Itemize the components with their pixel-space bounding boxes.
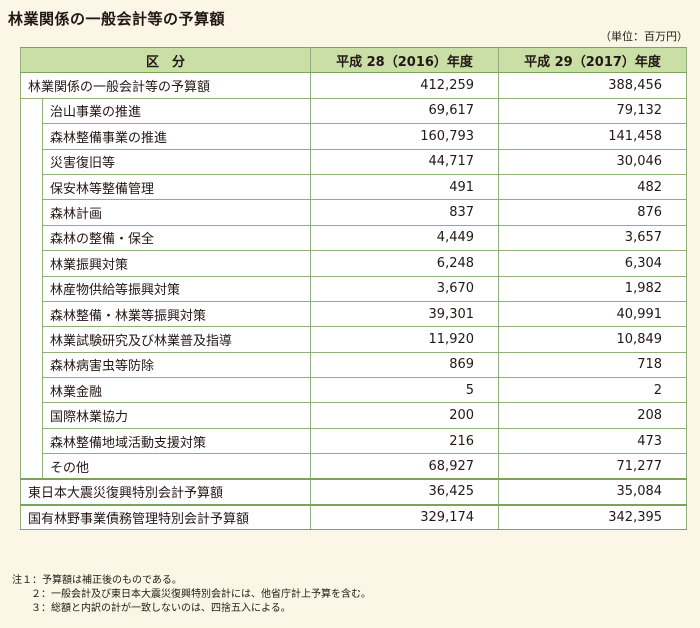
row-value-2016: 39,301	[310, 300, 500, 328]
row-label: 森林整備事業の推進	[41, 123, 312, 150]
row-value-2017: 876	[498, 199, 688, 226]
row-label: 森林病害虫等防除	[41, 351, 312, 379]
row-value-2016: 6,248	[310, 250, 500, 277]
row-value-2016: 68,927	[310, 453, 500, 480]
row-value-2017: 79,132	[498, 97, 688, 125]
table-row: 森林整備地域活動支援対策 216 473	[21, 427, 688, 455]
row-value-2017: 208	[498, 402, 688, 429]
row-value-2017: 482	[498, 173, 688, 201]
row-label: 災害復旧等	[41, 148, 312, 175]
row-label: 林業振興対策	[41, 250, 312, 277]
row-value-2016: 412,259	[310, 72, 500, 99]
footnote-2: ２：一般会計及び東日本大震災復興特別会計には、他省庁計上予算を含む。	[31, 589, 371, 600]
footnote-1: 注１：予算額は補正後のものである。	[12, 575, 182, 586]
row-value-2017: 35,084	[498, 478, 688, 506]
row-value-2016: 69,617	[310, 97, 500, 125]
row-value-2016: 44,717	[310, 148, 500, 175]
page-title: 林業関係の一般会計等の予算額	[8, 10, 226, 28]
row-label: 林業試験研究及び林業普及指導	[41, 326, 312, 353]
table-row-total: 林業関係の一般会計等の予算額 412,259 388,456	[19, 72, 688, 99]
row-value-2017: 6,304	[498, 250, 688, 277]
table-row: 保安林等整備管理 491 482	[21, 173, 688, 201]
row-value-2017: 40,991	[498, 300, 688, 328]
row-label: 森林整備・林業等振興対策	[41, 300, 312, 328]
row-value-2016: 200	[310, 402, 500, 429]
table-row: 林業金融 5 2	[21, 377, 688, 404]
row-value-2016: 3,670	[310, 275, 500, 302]
indent-cell	[20, 98, 43, 480]
row-value-2016: 869	[310, 351, 500, 379]
header-category: 区 分	[19, 46, 312, 74]
row-label: 森林計画	[41, 199, 312, 226]
table-row-special: 東日本大震災復興特別会計予算額 36,425 35,084	[19, 478, 688, 506]
row-value-2017: 30,046	[498, 148, 688, 175]
row-value-2017: 3,657	[498, 224, 688, 252]
row-value-2017: 473	[498, 427, 688, 455]
table-row: その他 68,927 71,277	[21, 453, 688, 480]
row-value-2017: 342,395	[498, 503, 688, 531]
table-row: 林業振興対策 6,248 6,304	[21, 250, 688, 277]
row-label: 治山事業の推進	[41, 97, 312, 125]
row-label: その他	[41, 453, 312, 480]
row-value-2017: 10,849	[498, 326, 688, 353]
row-value-2017: 2	[498, 377, 688, 404]
row-value-2017: 388,456	[498, 72, 688, 99]
row-value-2016: 11,920	[310, 326, 500, 353]
row-label: 林産物供給等振興対策	[41, 275, 312, 302]
row-value-2017: 1,982	[498, 275, 688, 302]
row-value-2016: 160,793	[310, 123, 500, 150]
row-value-2016: 216	[310, 427, 500, 455]
row-value-2016: 5	[310, 377, 500, 404]
row-value-2016: 36,425	[310, 478, 500, 506]
header-2017: 平成 29（2017）年度	[498, 46, 688, 74]
row-label: 森林整備地域活動支援対策	[41, 427, 312, 455]
table-row: 森林の整備・保全 4,449 3,657	[21, 224, 688, 252]
table-row: 森林整備・林業等振興対策 39,301 40,991	[21, 300, 688, 328]
row-value-2016: 837	[310, 199, 500, 226]
table-row: 国際林業協力 200 208	[21, 402, 688, 429]
table-row: 林業試験研究及び林業普及指導 11,920 10,849	[21, 326, 688, 353]
row-value-2017: 71,277	[498, 453, 688, 480]
row-label: 東日本大震災復興特別会計予算額	[19, 478, 312, 506]
row-label: 林業関係の一般会計等の予算額	[19, 72, 312, 99]
row-value-2017: 718	[498, 351, 688, 379]
row-label: 保安林等整備管理	[41, 173, 312, 201]
row-label: 林業金融	[41, 377, 312, 404]
table-row: 災害復旧等 44,717 30,046	[21, 148, 688, 175]
table-row: 林産物供給等振興対策 3,670 1,982	[21, 275, 688, 302]
row-value-2017: 141,458	[498, 123, 688, 150]
header-2016: 平成 28（2016）年度	[310, 46, 500, 74]
table-row: 治山事業の推進 69,617 79,132	[20, 97, 688, 480]
budget-table: 区 分 平成 28（2016）年度 平成 29（2017）年度 林業関係の一般会…	[19, 46, 688, 531]
table-header-row: 区 分 平成 28（2016）年度 平成 29（2017）年度	[19, 46, 688, 74]
row-label: 森林の整備・保全	[41, 224, 312, 252]
row-label: 国有林野事業債務管理特別会計予算額	[19, 503, 312, 531]
row-value-2016: 4,449	[310, 224, 500, 252]
footnote-3: ３：総額と内訳の計が一致しないのは、四捨五入による。	[31, 603, 291, 614]
table-row: 森林病害虫等防除 869 718	[21, 351, 688, 379]
table-row: 森林整備事業の推進 160,793 141,458	[21, 123, 688, 150]
row-value-2016: 491	[310, 173, 500, 201]
footnotes: 注１：予算額は補正後のものである。 ２：一般会計及び東日本大震災復興特別会計には…	[12, 574, 371, 616]
table-row-special: 国有林野事業債務管理特別会計予算額 329,174 342,395	[19, 503, 688, 531]
table-row: 森林計画 837 876	[21, 199, 688, 226]
row-label: 国際林業協力	[41, 402, 312, 429]
unit-label: （単位：百万円）	[600, 30, 688, 43]
row-value-2016: 329,174	[310, 503, 500, 531]
